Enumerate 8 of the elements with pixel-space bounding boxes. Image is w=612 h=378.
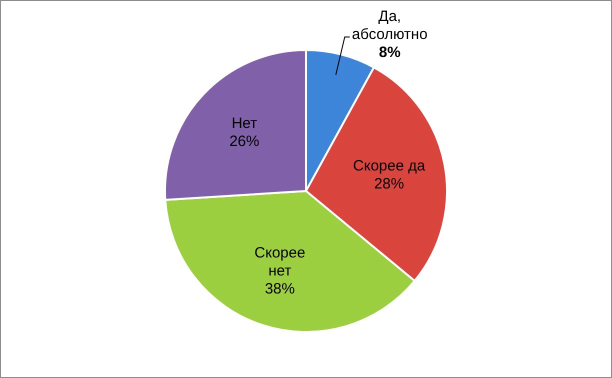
slice-label: Скорее да — [353, 157, 426, 174]
data-label: 38% — [264, 280, 295, 298]
slice-label: Скорее нет — [254, 244, 306, 280]
data-label: 8% — [378, 44, 401, 62]
slice-label: Нет — [232, 115, 258, 132]
data-label: 26% — [229, 133, 260, 150]
data-label: 28% — [374, 175, 404, 192]
slice-label: Да, абсолютно — [352, 8, 428, 44]
